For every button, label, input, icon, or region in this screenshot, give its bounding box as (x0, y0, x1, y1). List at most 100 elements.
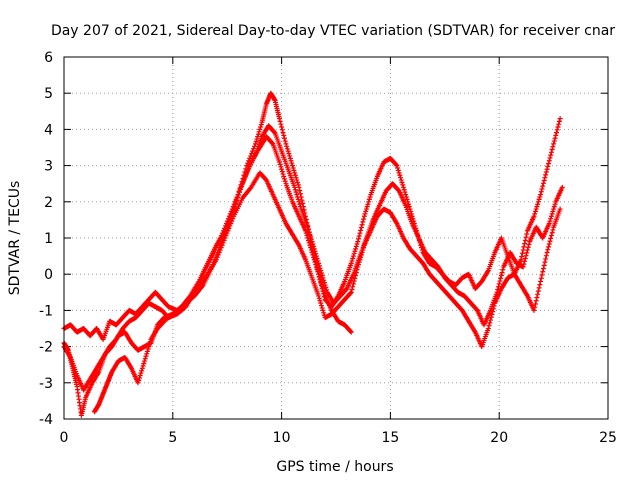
data-point (406, 204, 412, 210)
data-point (548, 233, 554, 239)
data-point (532, 301, 538, 307)
data-point (403, 192, 409, 198)
data-point (319, 305, 325, 311)
data-point (532, 304, 538, 310)
data-point (537, 282, 543, 288)
data-point (311, 243, 317, 249)
data-point (254, 136, 260, 142)
data-point (522, 258, 528, 264)
data-point (518, 257, 524, 263)
data-point (232, 203, 238, 209)
y-tick-label: 6 (44, 50, 53, 66)
data-point (289, 160, 295, 166)
y-tick-label: 3 (44, 159, 53, 175)
data-point (348, 328, 354, 334)
data-point (323, 284, 329, 290)
y-tick-label: -3 (39, 376, 53, 392)
data-point (521, 261, 527, 267)
data-point (244, 169, 250, 175)
data-point (550, 227, 556, 233)
data-point (248, 153, 254, 159)
data-point (319, 283, 325, 289)
data-point (361, 216, 367, 222)
data-point (398, 175, 404, 181)
data-point (349, 258, 355, 264)
data-point (523, 234, 529, 240)
data-point (555, 124, 561, 130)
data-point (524, 247, 530, 253)
data-point (282, 176, 288, 182)
data-point (315, 269, 321, 275)
data-point (524, 231, 530, 237)
data-point (522, 241, 528, 247)
data-point (522, 237, 528, 243)
data-point (534, 295, 540, 301)
data-point (322, 282, 328, 288)
data-point (559, 184, 565, 190)
data-point (297, 204, 303, 210)
data-point (522, 256, 528, 262)
data-point (314, 256, 320, 262)
data-point (287, 155, 293, 161)
data-point (271, 129, 277, 135)
data-point (348, 260, 354, 266)
y-tick-label: 5 (44, 86, 53, 102)
data-point (227, 216, 233, 222)
data-point (297, 201, 303, 207)
data-point (281, 132, 287, 138)
data-point (280, 171, 286, 177)
data-point (297, 188, 303, 194)
data-point (242, 173, 248, 179)
data-point (556, 121, 562, 127)
data-point (540, 269, 546, 275)
data-point (349, 286, 355, 292)
data-point (404, 196, 410, 202)
data-point (536, 285, 542, 291)
data-point (551, 138, 557, 144)
data-point (531, 213, 537, 219)
data-point (241, 176, 247, 182)
data-point (320, 275, 326, 281)
data-point (348, 329, 354, 335)
data-point (547, 218, 553, 224)
data-point (532, 208, 538, 214)
data-point (549, 147, 555, 153)
data-point (297, 191, 303, 197)
data-point (520, 247, 526, 253)
data-point (546, 221, 552, 227)
data-point (547, 155, 553, 161)
data-point (258, 124, 264, 130)
data-point (350, 284, 356, 290)
data-point (352, 248, 358, 254)
data-point (320, 286, 326, 292)
data-point (315, 258, 321, 264)
data-point (548, 213, 554, 219)
data-point (544, 166, 550, 172)
data-point (321, 310, 327, 316)
data-point (300, 200, 306, 206)
data-point (147, 341, 153, 347)
data-point (239, 181, 245, 187)
data-point (495, 284, 501, 290)
data-point (491, 303, 497, 309)
data-point (487, 320, 493, 326)
data-point (145, 346, 151, 352)
data-point (292, 170, 298, 176)
data-point (546, 244, 552, 250)
data-point (306, 240, 312, 246)
data-point (247, 161, 253, 167)
data-point (360, 247, 366, 253)
data-point (356, 233, 362, 239)
data-point (140, 363, 146, 369)
data-point (235, 195, 241, 201)
data-point (353, 270, 359, 276)
data-point (144, 348, 150, 354)
data-point (303, 228, 309, 234)
data-point (282, 178, 288, 184)
data-point (269, 140, 275, 146)
data-point (243, 171, 249, 177)
data-point (355, 262, 361, 268)
data-point (230, 208, 236, 214)
data-point (143, 353, 149, 359)
